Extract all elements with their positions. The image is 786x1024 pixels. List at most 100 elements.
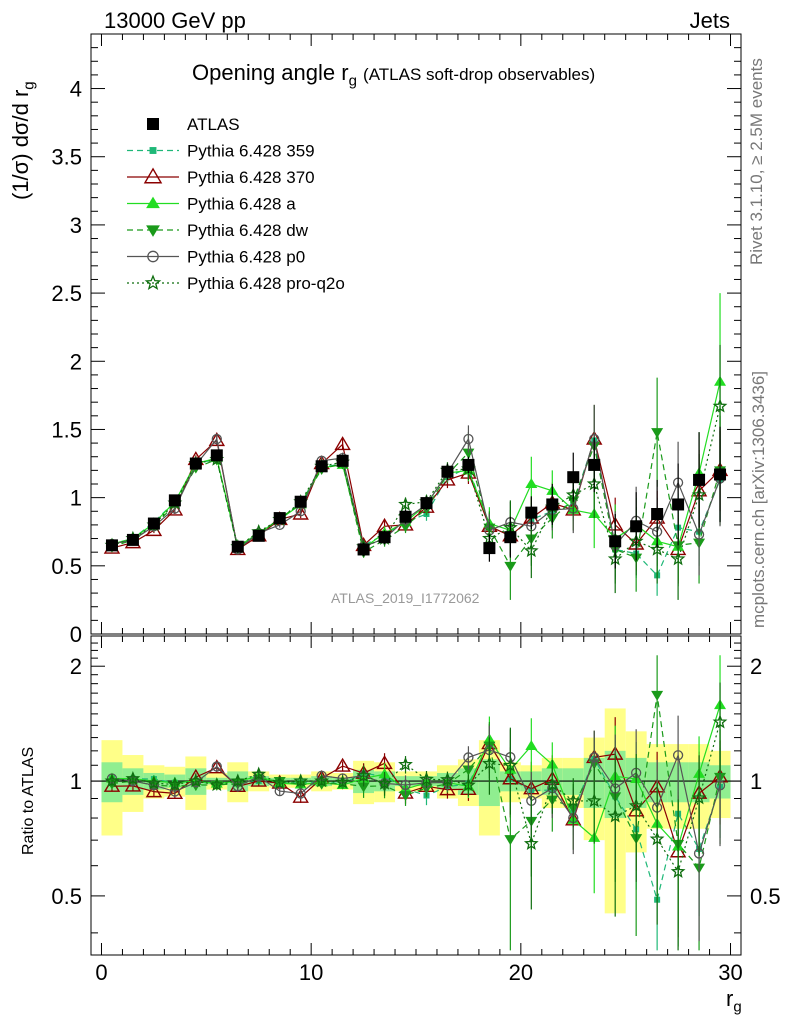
ratio-y-tick-label: 1: [70, 769, 82, 794]
data-point: [483, 542, 496, 555]
data-point: [672, 750, 684, 761]
series-pythia-6-428-359: [108, 406, 724, 951]
data-point: [146, 225, 160, 237]
data-point: [125, 770, 141, 785]
data-point: [356, 767, 371, 783]
title-small: (ATLAS soft-drop observables): [363, 65, 596, 84]
data-point: [147, 517, 160, 530]
data-point: [147, 250, 159, 263]
ratio-y-axis-label: Ratio to ATLAS: [20, 746, 37, 855]
data-point: [211, 761, 222, 772]
data-point: [334, 436, 351, 451]
data-point: [189, 457, 202, 470]
data-point: [693, 473, 706, 486]
data-point: [523, 543, 539, 558]
data-point: [525, 506, 538, 519]
ratio-y-tick-label-right: 1: [750, 769, 762, 794]
data-point: [124, 777, 142, 792]
data-point: [607, 808, 623, 823]
data-point: [168, 494, 181, 507]
data-point: [146, 775, 162, 790]
data-point: [609, 535, 622, 548]
data-point: [712, 398, 728, 413]
data-point: [461, 777, 476, 792]
data-point: [628, 798, 644, 813]
data-point: [525, 739, 538, 750]
data-point: [377, 775, 393, 790]
data-point: [336, 454, 349, 467]
y-tick-label: 0.5: [51, 554, 82, 579]
data-point: [210, 449, 223, 462]
plot-title: Opening angle rg (ATLAS soft-drop observ…: [192, 60, 595, 89]
ratio-y-tick-label-right: 2: [750, 654, 762, 679]
data-point: [167, 776, 183, 791]
data-point: [462, 765, 475, 776]
y-tick-label: 0: [70, 622, 82, 647]
data-point: [146, 196, 160, 209]
data-point: [357, 543, 370, 556]
series-atlas: [105, 426, 727, 569]
axis-ticks: 0 10 20 30 0 0.5 1 1.5 2 2.5 3 3.5 4 0.5 0.5 1 1 2 2: [51, 33, 781, 985]
series-pythia-6-428-pro-q2o: [104, 344, 728, 951]
legend-entry: Pythia 6.428 a: [127, 195, 296, 214]
data-point: [546, 498, 559, 511]
series-line: [111, 432, 721, 567]
data-point: [149, 147, 157, 154]
data-point: [502, 757, 518, 772]
series-pythia-6-428-370: [103, 404, 729, 938]
data-series: [103, 293, 729, 951]
data-point: [463, 752, 474, 763]
data-point: [649, 541, 665, 556]
data-point: [463, 433, 474, 445]
legend-entry: Pythia 6.428 p0: [127, 248, 305, 267]
data-point: [399, 510, 412, 523]
data-point: [315, 460, 328, 473]
data-point: [188, 773, 204, 788]
data-point: [630, 520, 643, 533]
data-point: [589, 752, 600, 763]
x-axis-label: rg: [726, 986, 742, 1015]
y-tick-label: 2.5: [51, 281, 82, 306]
series-pythia-6-428-p0: [106, 404, 726, 942]
y-tick-label: 2: [70, 349, 82, 374]
data-point: [482, 755, 497, 770]
data-point: [525, 478, 538, 488]
data-point: [504, 835, 517, 846]
data-point: [144, 274, 162, 291]
data-point: [105, 539, 118, 552]
y-tick-label: 1: [70, 486, 82, 511]
data-point: [209, 777, 225, 792]
data-point: [294, 495, 307, 508]
data-point: [273, 512, 286, 525]
data-point: [399, 522, 412, 533]
data-point: [293, 773, 309, 788]
data-point: [334, 757, 351, 772]
legend-label: Pythia 6.428 dw: [187, 221, 309, 240]
y-tick-label: 3: [70, 213, 82, 238]
data-point: [314, 773, 330, 788]
data-point: [143, 167, 163, 184]
data-point: [419, 771, 434, 786]
data-point: [398, 756, 413, 771]
legend-entry: Pythia 6.428 370: [127, 167, 315, 187]
data-point: [208, 759, 226, 774]
series-line: [111, 406, 721, 561]
ratio-y-tick-label: 2: [70, 654, 82, 679]
data-point: [651, 428, 664, 439]
x-tick-label: 10: [299, 960, 323, 985]
legend: ATLAS Pythia 6.428 359 Pythia 6.428 370 Pyt…: [127, 115, 345, 293]
data-point: [400, 779, 411, 791]
series-ratio-line: [111, 721, 721, 874]
data-point: [672, 498, 685, 511]
header-left: 13000 GeV pp: [104, 8, 246, 33]
data-point: [441, 465, 454, 478]
x-tick-label: 20: [509, 960, 533, 985]
series-line: [111, 438, 721, 577]
data-point: [712, 714, 728, 729]
data-point: [166, 784, 184, 800]
data-point: [398, 496, 413, 511]
data-point: [126, 533, 139, 546]
data-point: [399, 791, 412, 802]
data-point: [378, 531, 391, 544]
y-tick-label: 1.5: [51, 417, 82, 442]
